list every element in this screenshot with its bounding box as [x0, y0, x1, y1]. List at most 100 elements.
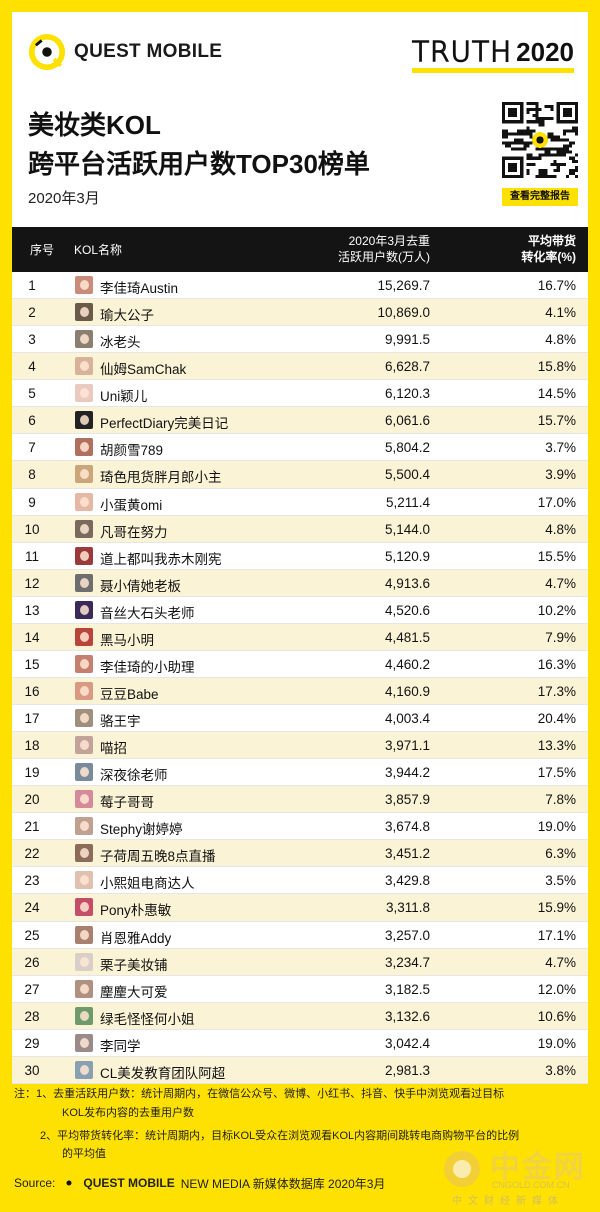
table-row: 9 小蛋黄omi 5,211.4 17.0%: [12, 489, 588, 516]
table-row: 20 莓子哥哥 3,857.9 7.8%: [12, 786, 588, 814]
table-row: 12 聂小倩她老板 4,913.6 4.7%: [12, 569, 588, 597]
conversion-rate-cell: 17.1%: [537, 927, 576, 943]
rank-cell: 6: [28, 413, 36, 429]
table-row: 11 道上都叫我赤木刚宪 5,120.9 15.5%: [12, 543, 588, 570]
kol-name-cell: 黑马小明: [100, 632, 154, 648]
kol-avatar: [75, 492, 93, 511]
rank-cell: 4: [28, 359, 36, 375]
conversion-rate-cell: 15.8%: [537, 359, 576, 375]
kol-name-cell: 瑜大公子: [100, 308, 154, 324]
table-row: 21 Stephy谢婷婷 3,674.8 19.0%: [12, 813, 588, 841]
conversion-rate-cell: 4.8%: [545, 521, 576, 537]
kol-name-cell: 栗子美妆铺: [100, 957, 168, 973]
rank-cell: 7: [28, 440, 36, 456]
watermark-subtitle: 中文财经新媒体: [452, 1196, 564, 1207]
table-row: 16 豆豆Babe 4,160.9 17.3%: [12, 677, 588, 705]
active-users-cell: 6,120.3: [384, 386, 430, 402]
conversion-rate-cell: 12.0%: [537, 981, 576, 997]
conversion-rate-cell: 3.8%: [545, 1062, 576, 1078]
rank-cell: 11: [24, 548, 39, 564]
table-row: 29 李同学 3,042.4 19.0%: [12, 1030, 588, 1057]
conversion-rate-cell: 15.5%: [537, 548, 576, 564]
conversion-rate-cell: 4.8%: [545, 332, 576, 348]
conversion-rate-cell: 14.5%: [537, 386, 576, 402]
kol-name-cell: Uni颖儿: [100, 389, 148, 405]
kol-avatar: [75, 844, 93, 863]
rank-cell: 16: [24, 683, 40, 699]
kol-name-cell: 麈麈大可爱: [100, 984, 168, 1000]
table-row: 30 CL美发教育团队阿超 2,981.3 3.8%: [12, 1056, 588, 1084]
table-row: 3 冰老头 9,991.5 4.8%: [12, 326, 588, 354]
footnote-2-cont: 的平均值: [62, 1148, 106, 1160]
watermark-url: CNGOLD.COM.CN: [492, 1180, 570, 1190]
truth-year: 2020: [516, 37, 574, 67]
kol-avatar: [75, 1006, 93, 1025]
active-users-cell: 4,913.6: [384, 575, 430, 591]
active-users-cell: 2,981.3: [384, 1062, 430, 1078]
conversion-rate-cell: 20.4%: [537, 711, 576, 726]
cngold-watermark-icon: [444, 1151, 480, 1187]
column-header-rank: 序号: [30, 243, 55, 257]
kol-avatar: [75, 817, 93, 836]
truth-2020-badge: TRUTH 2020: [411, 35, 574, 73]
active-users-cell: 3,971.1: [384, 738, 430, 754]
table-row: 15 李佳琦的小助理 4,460.2 16.3%: [12, 651, 588, 678]
kol-name-cell: 小蛋黄omi: [100, 497, 163, 513]
rank-cell: 2: [28, 305, 36, 321]
rank-cell: 14: [24, 629, 40, 645]
kol-avatar: [75, 898, 93, 917]
kol-name-cell: 胡颜雪789: [100, 443, 164, 459]
table-row: 2 瑜大公子 10,869.0 4.1%: [12, 299, 588, 327]
rank-cell: 29: [24, 1035, 40, 1051]
questmobile-logo-icon: [28, 33, 66, 71]
active-users-cell: 3,944.2: [384, 765, 430, 781]
conversion-rate-cell: 6.3%: [545, 846, 576, 862]
source-line: Source: QUEST MOBILE NEW MEDIA 新媒体数据库 20…: [14, 1170, 385, 1196]
table-row: 13 音丝大石头老师 4,520.6 10.2%: [12, 597, 588, 624]
rank-cell: 3: [28, 332, 36, 348]
rank-cell: 21: [24, 819, 40, 835]
active-users-cell: 4,003.4: [384, 711, 430, 726]
conversion-rate-cell: 13.3%: [537, 738, 576, 754]
rank-cell: 20: [24, 792, 40, 808]
active-users-cell: 5,500.4: [384, 467, 430, 483]
truth-word: TRUTH: [411, 35, 513, 68]
kol-avatar: [75, 384, 93, 403]
page-title-line1: 美妆类KOL: [28, 110, 161, 140]
kol-name-cell: 子荷周五晚8点直播: [100, 849, 216, 865]
active-users-cell: 10,869.0: [377, 305, 430, 321]
table-row: 10 凡哥在努力 5,144.0 4.8%: [12, 515, 588, 543]
active-users-cell: 5,804.2: [384, 440, 430, 456]
table-row: 18 喵招 3,971.1 13.3%: [12, 732, 588, 760]
rank-cell: 24: [24, 900, 40, 916]
rank-cell: 30: [24, 1062, 40, 1078]
table-row: 22 子荷周五晚8点直播 3,451.2 6.3%: [12, 840, 588, 868]
kol-avatar: [75, 357, 93, 376]
kol-name-cell: 豆豆Babe: [100, 686, 159, 702]
kol-avatar: [75, 736, 93, 755]
column-header-users-line1: 2020年3月去重: [348, 234, 430, 248]
table-body: 1 李佳琦Austin 15,269.7 16.7% 2 瑜大公子 10,869.0 4.1%…: [12, 272, 588, 1084]
kol-avatar: [75, 627, 93, 646]
table-row: 1 李佳琦Austin 15,269.7 16.7%: [12, 272, 588, 300]
kol-avatar: [75, 790, 93, 809]
table-row: 8 琦色甩货胖月郎小主 5,500.4 3.9%: [12, 461, 588, 489]
report-card: QUEST MOBILE TRUTH 2020 美妆类KOL 跨平台活跃用户数T…: [12, 12, 588, 1084]
qr-code-icon[interactable]: [502, 100, 578, 180]
active-users-cell: 3,132.6: [384, 1008, 430, 1024]
active-users-cell: 4,160.9: [384, 683, 430, 699]
kol-name-cell: 小熙姐电商达人: [100, 876, 195, 892]
active-users-cell: 5,120.9: [384, 548, 430, 564]
active-users-cell: 5,211.4: [385, 494, 430, 510]
conversion-rate-cell: 10.6%: [537, 1008, 576, 1024]
conversion-rate-cell: 19.0%: [537, 1035, 576, 1051]
source-text: NEW MEDIA 新媒体数据库 2020年3月: [180, 1176, 386, 1191]
view-full-report-label[interactable]: 查看完整报告: [502, 188, 578, 206]
active-users-cell: 3,674.8: [384, 819, 430, 835]
conversion-rate-cell: 3.5%: [545, 873, 576, 889]
table-row: 28 绿毛怪怪何小姐 3,132.6 10.6%: [12, 1002, 588, 1030]
conversion-rate-cell: 15.7%: [537, 413, 576, 429]
conversion-rate-cell: 19.0%: [537, 819, 576, 835]
kol-name-cell: 莓子哥哥: [100, 795, 154, 811]
kol-name-cell: 仙姆SamChak: [100, 362, 187, 378]
